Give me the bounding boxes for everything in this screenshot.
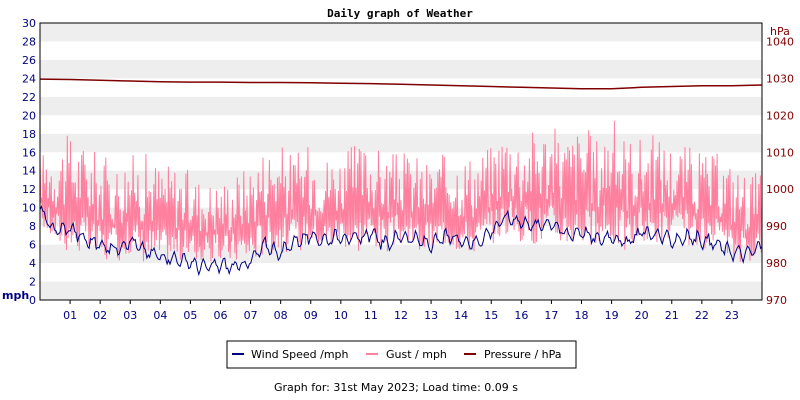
left-tick-label: 22 (22, 91, 36, 104)
grid-band (40, 23, 762, 42)
pressure-line (39, 78, 763, 90)
x-tick-label: 18 (575, 309, 589, 322)
x-tick-label: 23 (725, 309, 739, 322)
x-tick-label: 19 (605, 309, 619, 322)
series-layer (39, 78, 763, 277)
right-axis-unit: hPa (770, 25, 790, 38)
legend-label-wind: Wind Speed /mph (251, 348, 349, 361)
x-tick-label: 03 (123, 309, 137, 322)
left-tick-label: 10 (22, 202, 36, 215)
right-tick-label: 1000 (766, 183, 794, 196)
footer-text: Graph for: 31st May 2023; Load time: 0.0… (274, 381, 518, 394)
x-tick-label: 01 (63, 309, 77, 322)
right-tick-labels: 970 980 990 1000 1010 1020 1030 1040 (766, 35, 794, 307)
legend-label-pressure: Pressure / hPa (484, 348, 562, 361)
left-tick-label: 26 (22, 54, 36, 67)
right-tick-label: 1020 (766, 109, 794, 122)
x-tick-label: 09 (304, 309, 318, 322)
grid-band (40, 170, 762, 190)
grid-band (40, 133, 762, 153)
left-tick-label: 0 (29, 294, 36, 307)
chart-title: Daily graph of Weather (327, 7, 473, 20)
left-tick-label: 8 (29, 220, 36, 233)
legend-box (226, 340, 577, 369)
x-tick-label: 13 (424, 309, 438, 322)
x-tick-label: 05 (183, 309, 197, 322)
x-tick-label: 08 (274, 309, 288, 322)
left-axis-unit: mph (2, 289, 29, 302)
x-tick-label: 16 (514, 309, 528, 322)
right-tick-label: 1040 (766, 35, 794, 48)
x-tick-label: 20 (635, 309, 649, 322)
x-tick-label: 11 (364, 309, 378, 322)
x-tick-label: 04 (153, 309, 167, 322)
x-tick-label: 14 (454, 309, 468, 322)
left-tick-label: 18 (22, 128, 36, 141)
left-tick-label: 12 (22, 183, 36, 196)
x-tick-label: 12 (394, 309, 408, 322)
right-tick-label: 980 (766, 257, 787, 270)
grid-bands (40, 23, 762, 300)
left-tick-label: 28 (22, 35, 36, 48)
left-tick-label: 2 (29, 276, 36, 289)
x-tick-label: 02 (93, 309, 107, 322)
gust-line (39, 120, 763, 263)
left-tick-label: 16 (22, 146, 36, 159)
left-tick-label: 20 (22, 109, 36, 122)
x-tick-label: 21 (665, 309, 679, 322)
x-tick-label: 10 (334, 309, 348, 322)
right-tick-label: 1030 (766, 72, 794, 85)
x-tick-label: 22 (695, 309, 709, 322)
x-tick-label: 06 (214, 309, 228, 322)
grid-band (40, 96, 762, 116)
left-tick-label: 6 (29, 239, 36, 252)
x-tick-label: 17 (544, 309, 558, 322)
wind-speed-line (39, 205, 763, 277)
right-tick-label: 970 (766, 294, 787, 307)
left-tick-label: 4 (29, 257, 36, 270)
grid-band (40, 281, 762, 300)
left-tick-label: 24 (22, 72, 36, 85)
legend-label-gust: Gust / mph (386, 348, 447, 361)
right-tick-label: 1010 (766, 146, 794, 159)
x-tick-labels: 01 02 03 04 05 06 07 08 09 10 11 12 13 14 15 16 17 18 19 20… (63, 300, 739, 322)
x-tick-label: 15 (484, 309, 498, 322)
grid-band (40, 59, 762, 79)
x-tick-label: 07 (244, 309, 258, 322)
right-tick-label: 990 (766, 220, 787, 233)
left-tick-label: 14 (22, 165, 36, 178)
left-tick-label: 30 (22, 17, 36, 30)
